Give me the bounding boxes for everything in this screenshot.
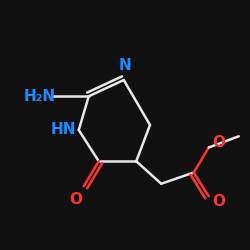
Text: N: N [119, 58, 132, 72]
Text: H₂N: H₂N [24, 89, 56, 104]
Text: O: O [70, 192, 83, 208]
Text: O: O [212, 194, 225, 209]
Text: HN: HN [51, 122, 76, 138]
Text: O: O [212, 135, 225, 150]
